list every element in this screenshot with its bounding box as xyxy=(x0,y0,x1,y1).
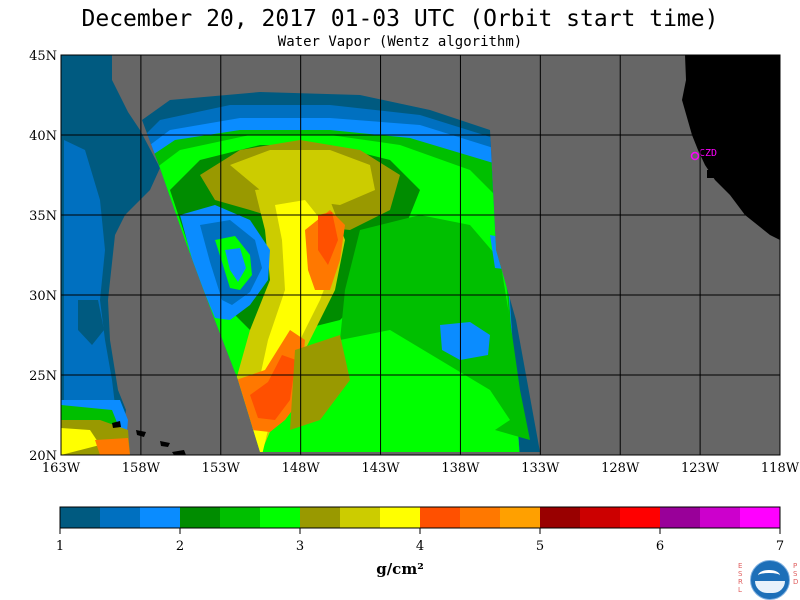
lon-label: 138W xyxy=(441,461,480,476)
seagull-icon xyxy=(758,570,780,581)
station-marker: CZD xyxy=(690,148,717,161)
colorbar-swatch xyxy=(460,507,501,528)
land-coast xyxy=(682,55,780,240)
colorbar-swatch xyxy=(180,507,221,528)
colorbar-swatch xyxy=(420,507,461,528)
colorbar-swatch xyxy=(740,507,781,528)
lon-label: 143W xyxy=(361,461,400,476)
left-swath xyxy=(61,55,160,455)
lat-label: 45N xyxy=(29,49,57,64)
noaa-logo: E S R L P S D xyxy=(738,558,800,600)
latitude-labels: 45N 40N 35N 30N 25N 20N xyxy=(29,49,57,464)
lat-label: 20N xyxy=(29,449,57,464)
map-grid xyxy=(61,55,780,455)
lon-label: 148W xyxy=(282,461,321,476)
lon-label: 133W xyxy=(521,461,560,476)
map-subtitle: Water Vapor (Wentz algorithm) xyxy=(277,34,523,50)
lat-label: 35N xyxy=(29,209,57,224)
colorbar-swatch xyxy=(260,507,301,528)
station-label: CZD xyxy=(699,148,717,159)
colorbar-tick-label: 4 xyxy=(416,539,424,554)
logo-right-letters: P S D xyxy=(793,562,799,586)
colorbar-tick-label: 7 xyxy=(776,539,784,554)
lon-label: 153W xyxy=(202,461,241,476)
map-area: CZD xyxy=(61,55,780,455)
colorbar-swatch xyxy=(580,507,621,528)
colorbar-swatch xyxy=(340,507,381,528)
longitude-labels: 163W 158W 153W 148W 143W 138W 133W 128W 123W 118W xyxy=(42,461,800,476)
colorbar-swatch xyxy=(700,507,741,528)
colorbar-swatch xyxy=(620,507,661,528)
colorbar-swatch xyxy=(500,507,541,528)
lon-label: 158W xyxy=(122,461,161,476)
map-frame xyxy=(60,54,781,456)
logo-left-letters: E S R L xyxy=(738,562,743,594)
lat-label: 25N xyxy=(29,369,57,384)
colorbar-swatch xyxy=(140,507,181,528)
hawaii-islands xyxy=(112,421,186,455)
lon-label: 163W xyxy=(42,461,81,476)
station-circle-icon xyxy=(690,151,700,161)
colorbar-swatch xyxy=(300,507,341,528)
colorbar-swatch xyxy=(100,507,141,528)
colorbar-tick-label: 2 xyxy=(176,539,184,554)
colorbar-tick-label: 1 xyxy=(56,539,64,554)
colorbar-units: g/cm² xyxy=(376,560,424,578)
colorbar-tick-label: 5 xyxy=(536,539,544,554)
colorbar-swatch xyxy=(60,507,101,528)
colorbar-swatch xyxy=(220,507,261,528)
lon-label: 118W xyxy=(761,461,800,476)
colorbar-tick-labels: 1 2 3 4 5 6 7 xyxy=(56,528,784,554)
colorbar xyxy=(59,506,781,529)
colorbar-swatch xyxy=(540,507,581,528)
lat-label: 30N xyxy=(29,289,57,304)
map-title: December 20, 2017 01-03 UTC (Orbit start… xyxy=(81,6,719,32)
lat-label: 40N xyxy=(29,129,57,144)
colorbar-tick-label: 6 xyxy=(656,539,664,554)
colorbar-tick-label: 3 xyxy=(296,539,304,554)
colorbar-swatch xyxy=(380,507,421,528)
lon-label: 128W xyxy=(601,461,640,476)
lon-label: 123W xyxy=(681,461,720,476)
colorbar-swatch xyxy=(660,507,701,528)
